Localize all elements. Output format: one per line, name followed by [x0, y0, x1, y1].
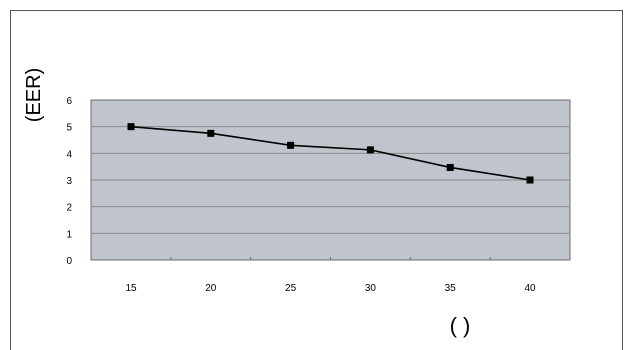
- x-tick-label: 40: [524, 283, 536, 294]
- data-point: [526, 176, 534, 184]
- x-axis-label: ( ): [450, 313, 471, 338]
- x-tick-labels: 15 20 25 30 35 40: [125, 283, 536, 294]
- series-line: [130, 125, 531, 181]
- y-tick-label: 5: [66, 123, 72, 134]
- y-tick-label: 4: [66, 149, 72, 160]
- x-tick-label: 25: [285, 283, 297, 294]
- line-chart: (EER) 0 1 2 3 4 5 6 15 20 25 30 35 40 ( ): [23, 68, 571, 338]
- x-tick-marks: [90, 257, 571, 260]
- x-tick-label: 15: [125, 283, 137, 294]
- y-tick-label: 2: [66, 203, 72, 214]
- data-point: [287, 141, 295, 149]
- y-axis-label: (EER): [23, 68, 45, 122]
- data-point: [366, 146, 374, 154]
- data-markers: [127, 123, 534, 184]
- x-tick-label: 30: [365, 283, 377, 294]
- y-tick-label: 6: [66, 96, 72, 107]
- data-point: [207, 129, 215, 137]
- gridlines: [91, 126, 570, 234]
- data-point: [446, 163, 454, 171]
- y-axis-label-group: (EER): [23, 68, 45, 122]
- y-tick-label: 1: [66, 229, 72, 240]
- x-tick-label: 35: [445, 283, 457, 294]
- data-point: [127, 123, 135, 131]
- y-tick-labels: 0 1 2 3 4 5 6: [66, 96, 72, 267]
- y-tick-label: 0: [66, 256, 72, 267]
- y-tick-label: 3: [66, 176, 72, 187]
- x-tick-label: 20: [205, 283, 217, 294]
- chart-frame: [10, 10, 623, 350]
